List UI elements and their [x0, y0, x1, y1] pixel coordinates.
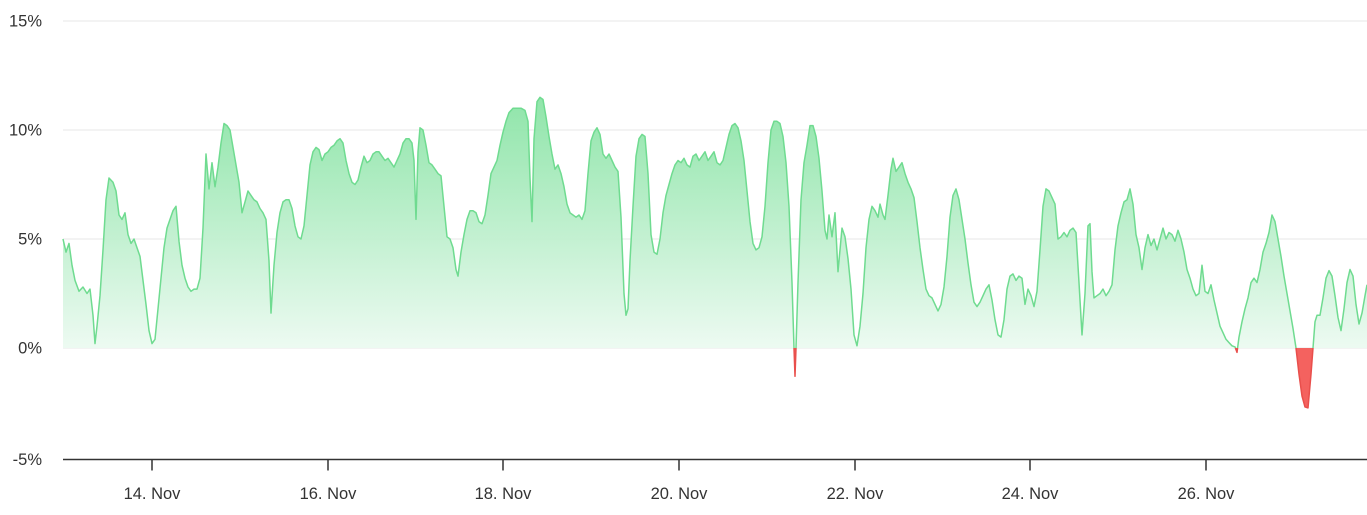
y-tick-label: -5%	[13, 451, 43, 469]
x-tick-label: 24. Nov	[1002, 485, 1060, 503]
x-tick-label: 18. Nov	[475, 485, 533, 503]
x-tick-label: 14. Nov	[124, 485, 182, 503]
y-tick-label: 10%	[9, 122, 42, 140]
x-tick-label: 26. Nov	[1178, 485, 1236, 503]
line-positive	[62, 96, 1367, 348]
y-tick-label: 15%	[9, 13, 42, 31]
y-tick-label: 0%	[18, 340, 42, 358]
x-tick-label: 22. Nov	[827, 485, 885, 503]
area-positive	[63, 97, 1367, 348]
y-tick-label: 5%	[18, 231, 42, 249]
x-tick-label: 16. Nov	[300, 485, 358, 503]
x-tick-label: 20. Nov	[651, 485, 709, 503]
